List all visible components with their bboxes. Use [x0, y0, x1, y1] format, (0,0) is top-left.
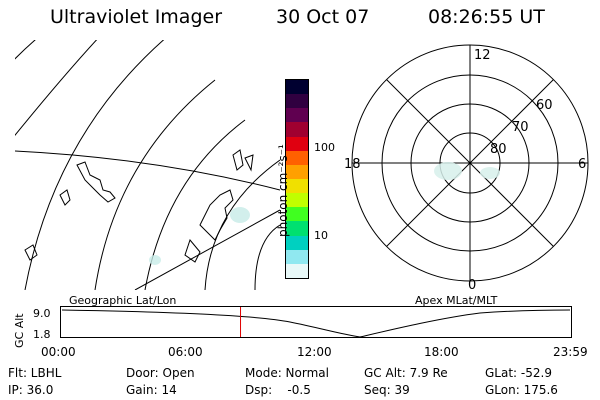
coastline — [76, 161, 116, 203]
gc-alt-axis-label: GC Alt — [13, 313, 26, 348]
ip-field: IP: 36.0 — [8, 383, 54, 397]
colorbar-segment — [286, 221, 308, 236]
longitude-line — [15, 150, 280, 191]
colorbar-segment — [286, 263, 308, 278]
colorbar — [285, 79, 309, 279]
mlt-label-bottom: 0 — [468, 278, 476, 293]
aurora-patch — [149, 255, 161, 265]
colorbar-segment — [286, 136, 308, 151]
aurora-oval — [480, 167, 500, 179]
colorbar-segment — [286, 178, 308, 194]
dsp-field: Dsp: -0.5 — [245, 383, 311, 397]
x-tick-1800: 18:00 — [424, 345, 459, 359]
colorbar-segment — [286, 193, 308, 208]
flt-field: Flt: LBHL — [8, 366, 62, 380]
mlt-label-left: 18 — [344, 157, 361, 172]
coastline — [199, 189, 234, 241]
coastline — [59, 189, 71, 206]
colorbar-segment — [286, 122, 308, 137]
colorbar-tick-10: 10 — [314, 229, 328, 242]
colorbar-segment — [286, 249, 308, 264]
mlt-label-right: 6 — [578, 157, 586, 172]
seq-field: Seq: 39 — [364, 383, 410, 397]
x-tick-0600: 06:00 — [168, 345, 203, 359]
mlat-label-80: 80 — [490, 142, 507, 157]
coastline — [232, 149, 244, 171]
date-label: 30 Oct 07 — [276, 6, 370, 28]
colorbar-segment — [286, 80, 308, 95]
geographic-map — [15, 40, 280, 290]
glon-field: GLon: 175.6 — [485, 383, 558, 397]
latitude-line — [15, 40, 36, 60]
mode-field: Mode: Normal — [245, 366, 329, 380]
gain-field: Gain: 14 — [126, 383, 177, 397]
colorbar-segment — [286, 164, 308, 179]
colorbar-segment — [286, 94, 308, 109]
colorbar-segment — [286, 207, 308, 222]
latitude-line — [204, 159, 280, 290]
aurora-patch — [230, 207, 250, 223]
latitude-line — [144, 119, 246, 290]
x-tick-1200: 12:00 — [297, 345, 332, 359]
coastline — [244, 154, 254, 172]
mlat-label-70: 70 — [512, 120, 529, 135]
y-tick-1-8: 1.8 — [33, 328, 51, 341]
altitude-strip — [60, 306, 572, 338]
coastline — [184, 238, 201, 263]
mlt-label-top: 12 — [474, 48, 491, 63]
colorbar-unit-label: photon cm⁻²s⁻¹ — [276, 144, 290, 237]
strip-frame — [60, 306, 572, 338]
aurora-oval — [434, 162, 462, 180]
instrument-title: Ultraviolet Imager — [50, 6, 223, 28]
gc-alt-field: GC Alt: 7.9 Re — [364, 366, 448, 380]
colorbar-segment — [286, 235, 308, 250]
polar-plot: 12 18 6 0 60 70 80 — [344, 44, 589, 293]
y-tick-9: 9.0 — [33, 307, 51, 320]
x-tick-0000: 00:00 — [41, 345, 76, 359]
colorbar-segment — [286, 108, 308, 123]
latitude-line — [254, 224, 280, 290]
mlat-label-60: 60 — [536, 98, 553, 113]
door-field: Door: Open — [126, 366, 195, 380]
longitude-line — [134, 209, 280, 290]
latitude-line — [15, 40, 98, 137]
altitude-curve — [61, 309, 571, 338]
apex-label: Apex MLat/MLT — [415, 294, 498, 307]
glat-field: GLat: -52.9 — [485, 366, 552, 380]
coastline — [24, 244, 38, 261]
time-label: 08:26:55 UT — [428, 6, 545, 28]
latitude-line — [94, 79, 216, 290]
colorbar-segment — [286, 150, 308, 165]
geographic-label: Geographic Lat/Lon — [69, 294, 177, 307]
x-tick-2359: 23:59 — [553, 345, 588, 359]
polar-diagonal — [386, 79, 554, 247]
latitude-line — [24, 40, 165, 290]
colorbar-tick-100: 100 — [314, 141, 335, 154]
